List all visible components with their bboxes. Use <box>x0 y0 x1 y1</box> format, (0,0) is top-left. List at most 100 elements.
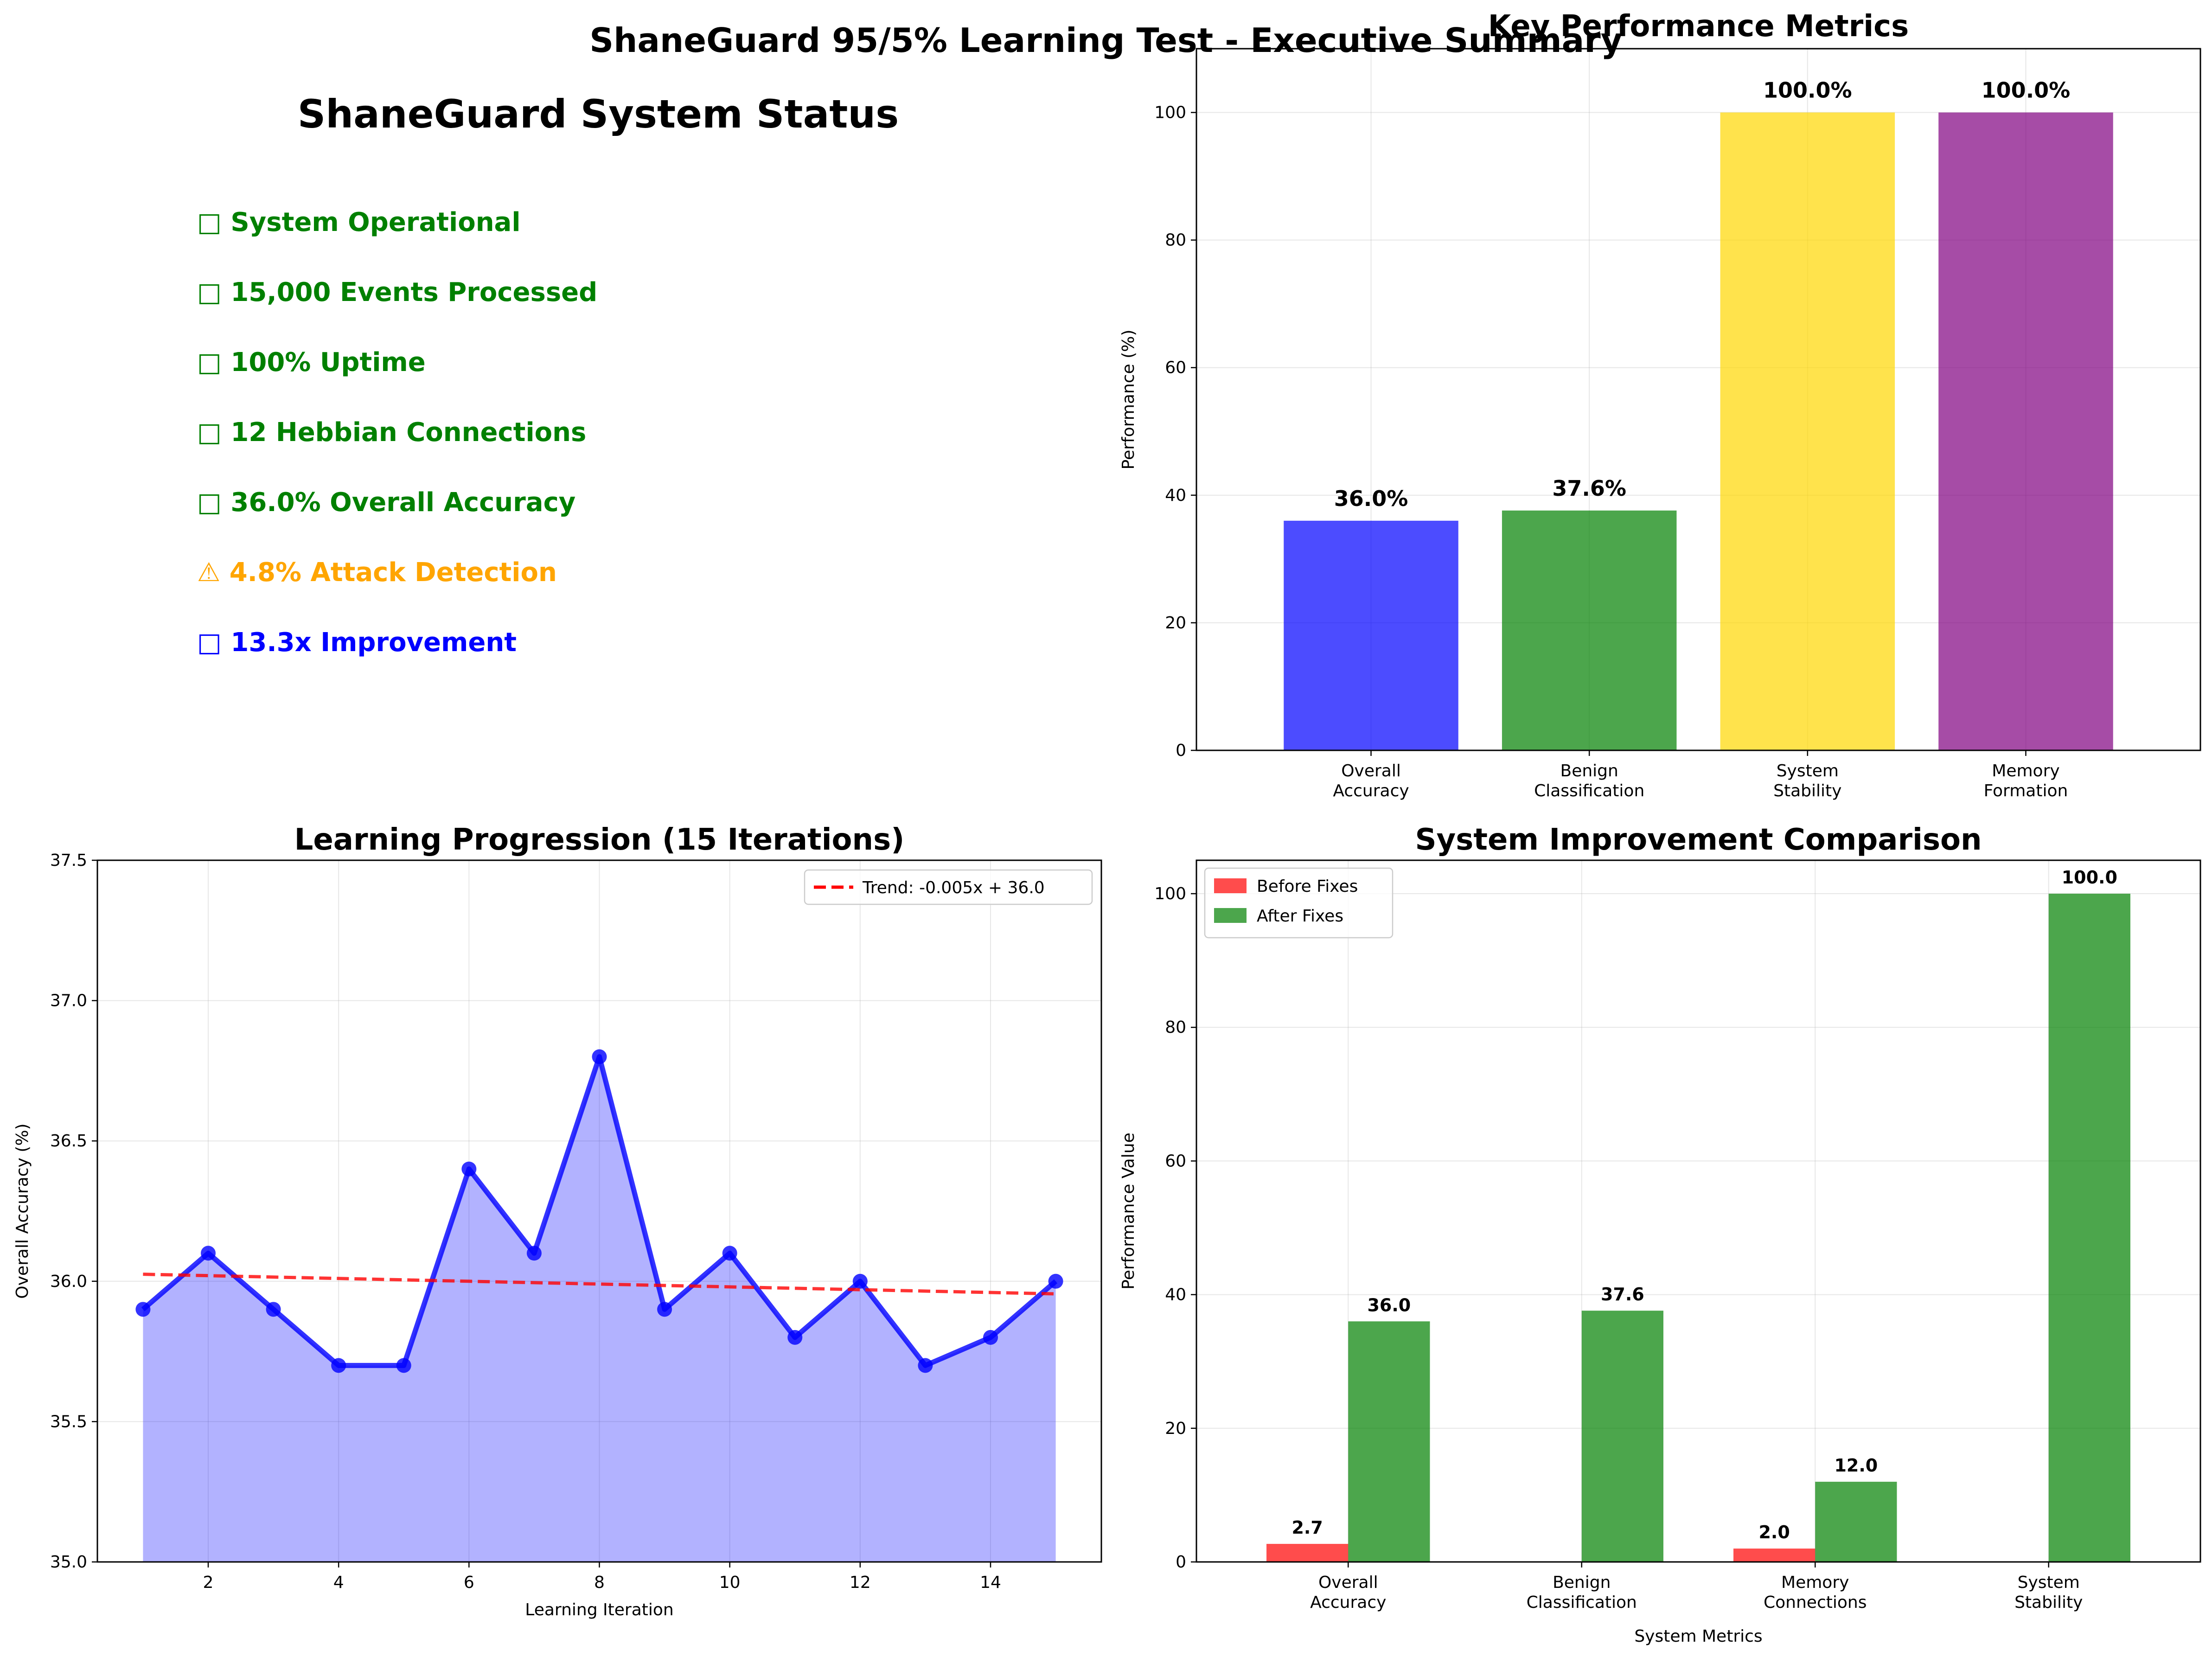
key-metrics-chart: Key Performance Metrics 0 20 40 60 80 100 36.0%… <box>1119 9 2201 800</box>
accuracy-point <box>396 1358 411 1373</box>
before-fixes-value-label: 2.0 <box>1758 1522 1790 1542</box>
progress-ylabel: Overall Accuracy (%) <box>13 1123 32 1299</box>
chart-title: Learning Progression (15 Iterations) <box>294 823 905 857</box>
metric-value-label: 100.0% <box>1982 78 2071 103</box>
after-fixes-bar <box>2048 894 2130 1562</box>
legend-series-label: Before Fixes <box>1257 877 1358 896</box>
status-panel-title: ShaneGuard System Status <box>298 91 899 137</box>
metric-bar <box>1502 510 1677 750</box>
metric-value-label: 37.6% <box>1552 476 1626 501</box>
after-fixes-bar <box>1348 1321 1430 1562</box>
status-item: □ 100% Uptime <box>197 347 426 377</box>
compare-category-label: Memory Connections <box>1764 1573 1867 1612</box>
status-item-icon: ⚠ <box>197 557 230 588</box>
status-item: ⚠ 4.8% Attack Detection <box>197 557 557 588</box>
status-item-icon: □ <box>197 417 230 448</box>
metric-bar <box>1284 520 1458 750</box>
legend-box <box>1204 867 1394 939</box>
metrics-ytick-label: 20 <box>1165 614 1186 633</box>
metrics-ytick-label: 80 <box>1165 231 1186 250</box>
compare-ytick-label: 100 <box>1154 884 1186 903</box>
after-fixes-value-label: 100.0 <box>2062 867 2117 888</box>
compare-xlabel: System Metrics <box>1634 1627 1762 1646</box>
chart-title: System Improvement Comparison <box>1415 823 1982 857</box>
status-item: □ 12 Hebbian Connections <box>197 417 586 448</box>
accuracy-point <box>1048 1273 1063 1289</box>
legend-series-label: After Fixes <box>1257 907 1343 926</box>
compare-axes-frame <box>1196 859 2201 1563</box>
compare-category-label-line: Overall <box>1318 1573 1378 1592</box>
metrics-ylabel: Performance (%) <box>1119 330 1138 470</box>
metric-category-label: Memory Formation <box>1984 761 2068 800</box>
status-item: □ System Operational <box>197 207 521 237</box>
metric-category-label: Overall Accuracy <box>1333 761 1409 800</box>
status-item-text: 12 Hebbian Connections <box>230 417 586 448</box>
before-fixes-value-label: 2.7 <box>1291 1517 1323 1538</box>
metric-bar <box>1938 112 2113 751</box>
metric-category-label-line: Overall <box>1341 761 1401 781</box>
legend-box <box>804 869 1093 905</box>
legend-trend-label: Trend: -0.005x + 36.0 <box>862 878 1045 897</box>
after-fixes-value-label: 36.0 <box>1367 1295 1411 1315</box>
accuracy-area-fill <box>143 1056 1056 1562</box>
progress-xtick-label: 2 <box>203 1573 214 1592</box>
trend-line <box>143 1273 1056 1296</box>
status-item: □ 13.3x Improvement <box>197 627 517 658</box>
accuracy-point <box>657 1302 672 1317</box>
before-fixes-bar <box>1266 1544 1349 1562</box>
compare-category-label: System Stability <box>2014 1573 2083 1612</box>
metric-value-label: 100.0% <box>1763 78 1852 103</box>
metrics-axes-frame <box>1196 48 2201 751</box>
progress-ytick-label: 35.5 <box>50 1412 87 1431</box>
status-item-icon: □ <box>197 347 230 377</box>
metric-category-label-line: Benign <box>1560 761 1618 781</box>
progress-axes-frame <box>96 859 1102 1563</box>
accuracy-point <box>135 1302 151 1317</box>
compare-category-label-line: Benign <box>1553 1573 1611 1592</box>
progress-ytick-label: 36.0 <box>50 1272 87 1291</box>
metrics-ytick-label: 100 <box>1154 103 1186 122</box>
compare-category-label-line: Classification <box>1527 1593 1637 1612</box>
metric-category-label-line: Stability <box>1773 781 1841 800</box>
status-item: □ 36.0% Overall Accuracy <box>197 487 575 518</box>
compare-ytick-label: 0 <box>1176 1553 1186 1572</box>
legend-swatch <box>1214 908 1247 923</box>
progress-xlabel: Learning Iteration <box>525 1600 673 1619</box>
metric-category-label-line: Accuracy <box>1333 781 1409 800</box>
compare-category-label-line: Stability <box>2014 1593 2083 1612</box>
accuracy-point <box>461 1161 477 1177</box>
status-item-text: 13.3x Improvement <box>230 627 517 658</box>
accuracy-point <box>983 1330 998 1345</box>
before-fixes-bar <box>1733 1548 1816 1562</box>
after-fixes-bar <box>1581 1311 1663 1562</box>
compare-ylabel: Performance Value <box>1119 1132 1138 1289</box>
status-panel: ShaneGuard System Status □ System Operat… <box>197 91 899 658</box>
status-item-text: 36.0% Overall Accuracy <box>230 487 575 518</box>
accuracy-point <box>266 1302 281 1317</box>
status-item-text: 100% Uptime <box>230 347 425 377</box>
progress-xtick-label: 4 <box>333 1573 344 1592</box>
metric-category-label-line: System <box>1777 761 1839 781</box>
metric-category-label-line: Classification <box>1534 781 1644 800</box>
progress-xtick-label: 6 <box>464 1573 474 1592</box>
progress-xtick-label: 14 <box>980 1573 1001 1592</box>
status-item-icon: □ <box>197 487 230 518</box>
accuracy-point <box>200 1246 216 1261</box>
accuracy-point <box>331 1358 346 1373</box>
metrics-ytick-label: 0 <box>1176 741 1186 760</box>
metric-category-label-line: Memory <box>1992 761 2059 781</box>
legend-swatch <box>1214 878 1247 893</box>
compare-ytick-label: 80 <box>1165 1018 1186 1037</box>
compare-category-label-line: Memory <box>1781 1573 1849 1592</box>
accuracy-point <box>592 1049 607 1064</box>
status-item-text: 15,000 Events Processed <box>230 277 597 307</box>
after-fixes-bar <box>1815 1482 1897 1562</box>
metric-category-label: Benign Classification <box>1534 761 1644 800</box>
compare-category-label-line: Accuracy <box>1310 1593 1386 1612</box>
learning-progression-chart: Learning Progression (15 Iterations) 35.0… <box>13 823 1102 1619</box>
accuracy-point <box>526 1246 542 1261</box>
progress-xtick-label: 8 <box>594 1573 605 1592</box>
progress-xtick-label: 10 <box>719 1573 741 1592</box>
compare-category-label: Benign Classification <box>1527 1573 1637 1612</box>
